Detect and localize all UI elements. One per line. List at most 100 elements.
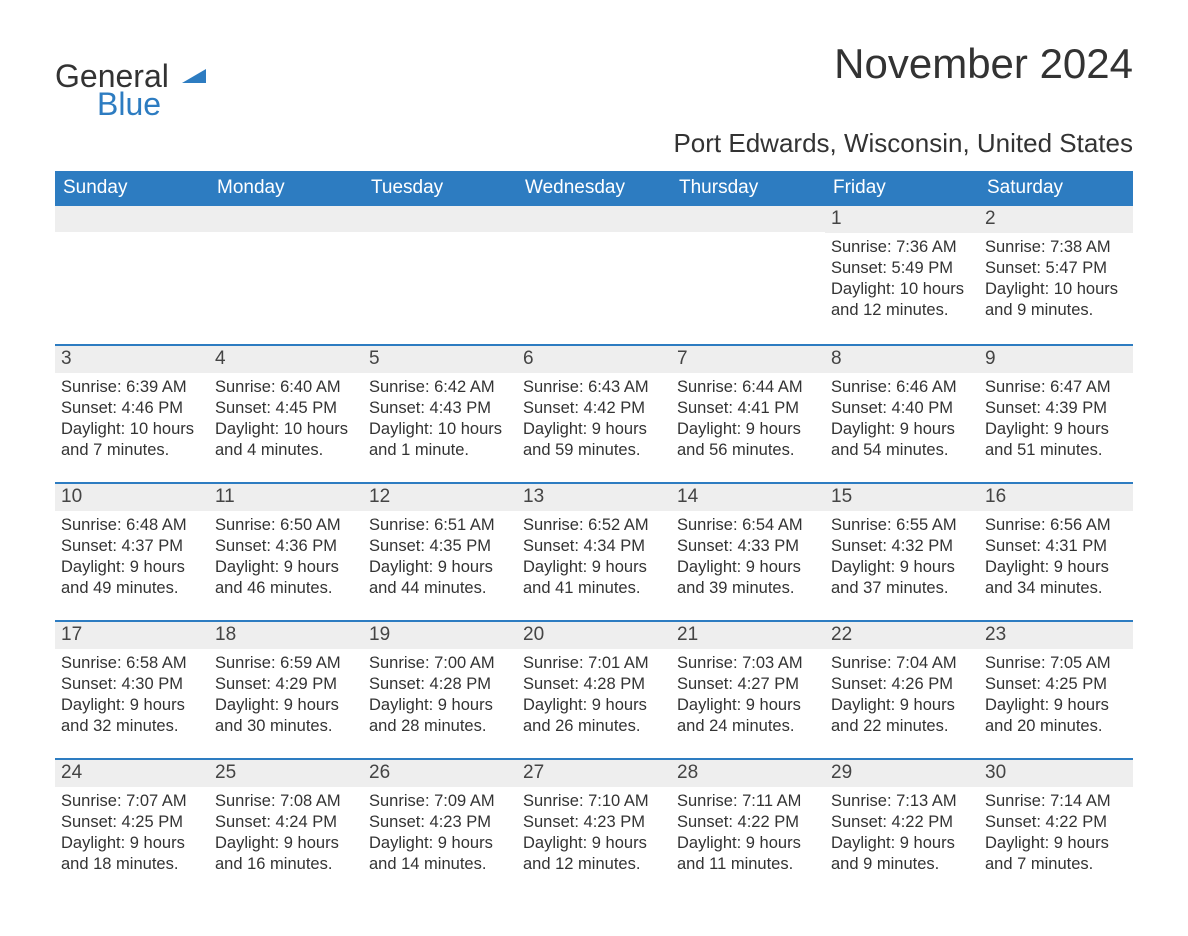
calendar-week: 24Sunrise: 7:07 AMSunset: 4:25 PMDayligh… xyxy=(55,758,1133,886)
day-details: Sunrise: 6:48 AMSunset: 4:37 PMDaylight:… xyxy=(55,511,209,605)
calendar-day: 15Sunrise: 6:55 AMSunset: 4:32 PMDayligh… xyxy=(825,484,979,610)
location-text: Port Edwards, Wisconsin, United States xyxy=(55,128,1133,159)
day-number: 30 xyxy=(979,760,1133,787)
daylight-line: Daylight: 9 hours and 18 minutes. xyxy=(61,833,203,875)
sunset-line: Sunset: 4:22 PM xyxy=(831,812,973,833)
sunrise-line: Sunrise: 6:44 AM xyxy=(677,377,819,398)
day-details xyxy=(55,232,209,242)
calendar-day: 19Sunrise: 7:00 AMSunset: 4:28 PMDayligh… xyxy=(363,622,517,748)
calendar-day: 18Sunrise: 6:59 AMSunset: 4:29 PMDayligh… xyxy=(209,622,363,748)
day-details: Sunrise: 7:05 AMSunset: 4:25 PMDaylight:… xyxy=(979,649,1133,743)
daylight-line: Daylight: 9 hours and 34 minutes. xyxy=(985,557,1127,599)
dow-cell: Saturday xyxy=(979,171,1133,206)
sunset-line: Sunset: 4:45 PM xyxy=(215,398,357,419)
day-details: Sunrise: 6:40 AMSunset: 4:45 PMDaylight:… xyxy=(209,373,363,467)
day-number: 18 xyxy=(209,622,363,649)
calendar-day xyxy=(517,206,671,334)
day-details: Sunrise: 7:04 AMSunset: 4:26 PMDaylight:… xyxy=(825,649,979,743)
calendar-day xyxy=(363,206,517,334)
day-details: Sunrise: 6:43 AMSunset: 4:42 PMDaylight:… xyxy=(517,373,671,467)
calendar-day: 5Sunrise: 6:42 AMSunset: 4:43 PMDaylight… xyxy=(363,346,517,472)
daylight-line: Daylight: 9 hours and 46 minutes. xyxy=(215,557,357,599)
day-details: Sunrise: 6:51 AMSunset: 4:35 PMDaylight:… xyxy=(363,511,517,605)
day-number: 10 xyxy=(55,484,209,511)
day-number: 9 xyxy=(979,346,1133,373)
sunset-line: Sunset: 4:39 PM xyxy=(985,398,1127,419)
day-details: Sunrise: 7:03 AMSunset: 4:27 PMDaylight:… xyxy=(671,649,825,743)
sunrise-line: Sunrise: 7:09 AM xyxy=(369,791,511,812)
sunrise-line: Sunrise: 6:54 AM xyxy=(677,515,819,536)
sunrise-line: Sunrise: 6:55 AM xyxy=(831,515,973,536)
dow-cell: Wednesday xyxy=(517,171,671,206)
day-number: 24 xyxy=(55,760,209,787)
sunrise-line: Sunrise: 6:48 AM xyxy=(61,515,203,536)
sunrise-line: Sunrise: 6:46 AM xyxy=(831,377,973,398)
brand-logo: General Blue xyxy=(55,40,210,120)
day-details: Sunrise: 7:13 AMSunset: 4:22 PMDaylight:… xyxy=(825,787,979,881)
calendar-day: 6Sunrise: 6:43 AMSunset: 4:42 PMDaylight… xyxy=(517,346,671,472)
daylight-line: Daylight: 9 hours and 14 minutes. xyxy=(369,833,511,875)
sunrise-line: Sunrise: 7:08 AM xyxy=(215,791,357,812)
day-number: 1 xyxy=(825,206,979,233)
dow-cell: Tuesday xyxy=(363,171,517,206)
day-details: Sunrise: 7:36 AMSunset: 5:49 PMDaylight:… xyxy=(825,233,979,327)
calendar-day: 28Sunrise: 7:11 AMSunset: 4:22 PMDayligh… xyxy=(671,760,825,886)
day-number xyxy=(363,206,517,232)
day-number: 15 xyxy=(825,484,979,511)
day-number: 5 xyxy=(363,346,517,373)
calendar-day: 24Sunrise: 7:07 AMSunset: 4:25 PMDayligh… xyxy=(55,760,209,886)
daylight-line: Daylight: 10 hours and 7 minutes. xyxy=(61,419,203,461)
sunrise-line: Sunrise: 7:05 AM xyxy=(985,653,1127,674)
daylight-line: Daylight: 9 hours and 59 minutes. xyxy=(523,419,665,461)
daylight-line: Daylight: 10 hours and 4 minutes. xyxy=(215,419,357,461)
sunset-line: Sunset: 4:26 PM xyxy=(831,674,973,695)
sunrise-line: Sunrise: 6:39 AM xyxy=(61,377,203,398)
calendar-day xyxy=(55,206,209,334)
daylight-line: Daylight: 9 hours and 11 minutes. xyxy=(677,833,819,875)
day-number: 2 xyxy=(979,206,1133,233)
calendar-week: 10Sunrise: 6:48 AMSunset: 4:37 PMDayligh… xyxy=(55,482,1133,610)
sunrise-line: Sunrise: 7:07 AM xyxy=(61,791,203,812)
sunrise-line: Sunrise: 7:36 AM xyxy=(831,237,973,258)
dow-cell: Monday xyxy=(209,171,363,206)
day-details: Sunrise: 6:56 AMSunset: 4:31 PMDaylight:… xyxy=(979,511,1133,605)
day-details xyxy=(209,232,363,242)
day-number: 16 xyxy=(979,484,1133,511)
day-details: Sunrise: 6:59 AMSunset: 4:29 PMDaylight:… xyxy=(209,649,363,743)
daylight-line: Daylight: 9 hours and 51 minutes. xyxy=(985,419,1127,461)
day-number xyxy=(55,206,209,232)
daylight-line: Daylight: 9 hours and 9 minutes. xyxy=(831,833,973,875)
daylight-line: Daylight: 9 hours and 32 minutes. xyxy=(61,695,203,737)
day-number: 11 xyxy=(209,484,363,511)
dow-cell: Sunday xyxy=(55,171,209,206)
day-number: 23 xyxy=(979,622,1133,649)
day-details: Sunrise: 6:46 AMSunset: 4:40 PMDaylight:… xyxy=(825,373,979,467)
dow-cell: Thursday xyxy=(671,171,825,206)
dow-cell: Friday xyxy=(825,171,979,206)
sunset-line: Sunset: 4:22 PM xyxy=(677,812,819,833)
sunset-line: Sunset: 4:42 PM xyxy=(523,398,665,419)
sunset-line: Sunset: 4:30 PM xyxy=(61,674,203,695)
sunset-line: Sunset: 4:33 PM xyxy=(677,536,819,557)
calendar-day: 11Sunrise: 6:50 AMSunset: 4:36 PMDayligh… xyxy=(209,484,363,610)
day-details: Sunrise: 7:11 AMSunset: 4:22 PMDaylight:… xyxy=(671,787,825,881)
day-details: Sunrise: 7:14 AMSunset: 4:22 PMDaylight:… xyxy=(979,787,1133,881)
day-number: 13 xyxy=(517,484,671,511)
calendar-day xyxy=(671,206,825,334)
calendar-day: 3Sunrise: 6:39 AMSunset: 4:46 PMDaylight… xyxy=(55,346,209,472)
sunset-line: Sunset: 4:24 PM xyxy=(215,812,357,833)
daylight-line: Daylight: 9 hours and 16 minutes. xyxy=(215,833,357,875)
sunset-line: Sunset: 4:28 PM xyxy=(369,674,511,695)
day-details: Sunrise: 6:52 AMSunset: 4:34 PMDaylight:… xyxy=(517,511,671,605)
calendar-day: 27Sunrise: 7:10 AMSunset: 4:23 PMDayligh… xyxy=(517,760,671,886)
day-number: 26 xyxy=(363,760,517,787)
sunrise-line: Sunrise: 7:00 AM xyxy=(369,653,511,674)
sunrise-line: Sunrise: 7:11 AM xyxy=(677,791,819,812)
sunrise-line: Sunrise: 7:38 AM xyxy=(985,237,1127,258)
day-details: Sunrise: 6:55 AMSunset: 4:32 PMDaylight:… xyxy=(825,511,979,605)
calendar-day: 30Sunrise: 7:14 AMSunset: 4:22 PMDayligh… xyxy=(979,760,1133,886)
day-details: Sunrise: 7:00 AMSunset: 4:28 PMDaylight:… xyxy=(363,649,517,743)
calendar-day: 29Sunrise: 7:13 AMSunset: 4:22 PMDayligh… xyxy=(825,760,979,886)
day-number: 12 xyxy=(363,484,517,511)
sunrise-line: Sunrise: 6:50 AM xyxy=(215,515,357,536)
